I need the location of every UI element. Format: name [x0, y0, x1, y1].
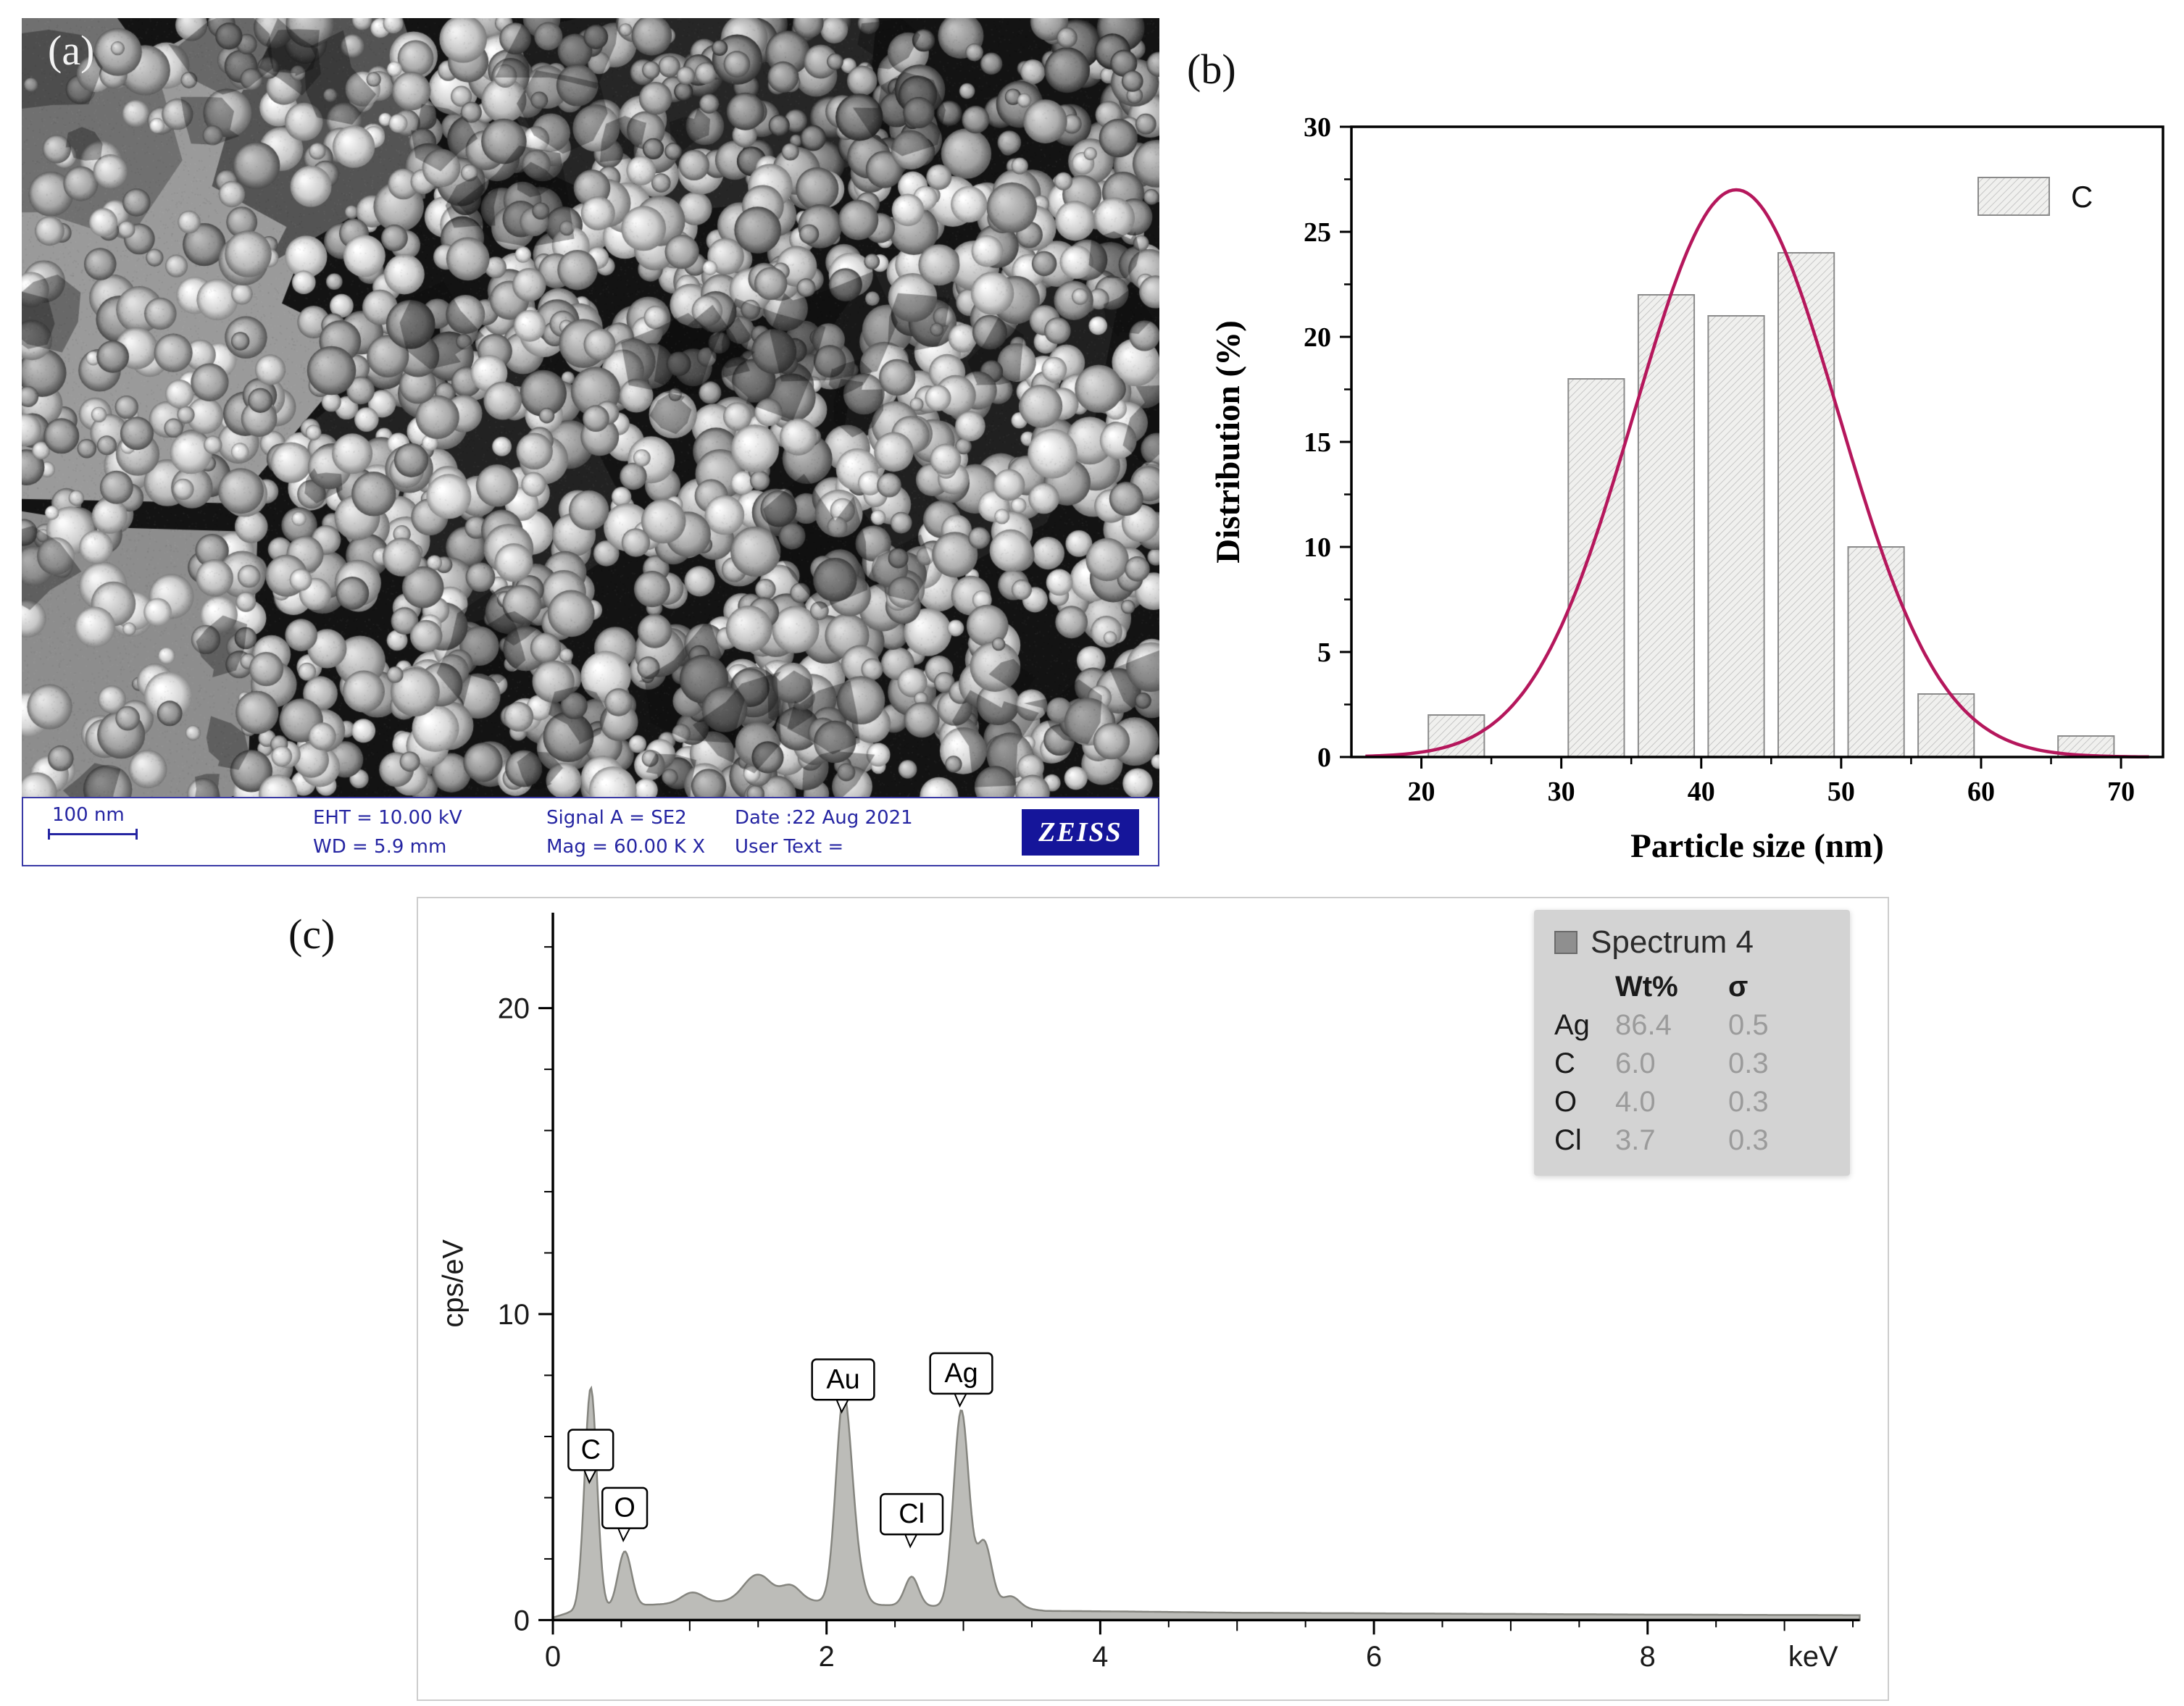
peak-label: Cl	[899, 1499, 925, 1529]
y-tick-label: 25	[1304, 217, 1331, 248]
x-axis-title: Particle size (nm)	[1630, 827, 1884, 865]
legend-cell: 0.3	[1728, 1086, 1769, 1118]
histogram-bar	[1777, 252, 1835, 758]
legend-col-wt: Wt%	[1615, 971, 1678, 1003]
scale-bar-label: 100 nm	[52, 804, 125, 826]
sem-signal: Signal A = SE2	[546, 807, 687, 829]
sem-date: Date :22 Aug 2021	[735, 807, 913, 829]
spectrum-swatch-icon	[1554, 931, 1577, 954]
peak-label-box	[929, 1352, 993, 1395]
legend-swatch	[1977, 177, 2050, 216]
peak-label-box	[811, 1358, 875, 1401]
sem-wd: WD = 5.9 mm	[313, 836, 447, 858]
y-axis-title: Distribution (%)	[1209, 320, 1247, 564]
sem-image	[22, 18, 1159, 797]
legend-cell: 6.0	[1615, 1048, 1656, 1079]
legend-cell: 0.3	[1728, 1048, 1769, 1079]
legend-label: C	[2071, 180, 2093, 214]
x-tick-label: 30	[1548, 777, 1575, 807]
spectrum-area	[551, 1385, 1861, 1621]
x-tick-label: 50	[1827, 777, 1855, 807]
x-axis-unit: keV	[1788, 1641, 1838, 1673]
y-tick-label: 15	[1304, 427, 1331, 458]
legend-cell: 3.7	[1615, 1124, 1656, 1156]
x-tick-label: 4	[1092, 1641, 1108, 1673]
sem-eht: EHT = 10.00 kV	[313, 807, 462, 829]
peak-label-box	[567, 1429, 614, 1471]
legend-cell: 4.0	[1615, 1086, 1656, 1118]
histogram-bar	[1847, 546, 1905, 758]
panel-b-label: (b)	[1187, 46, 1236, 93]
eds-panel: 0 2 4 6 8 keV 0 10 20 cps/eV C O Au Cl Ag Spectrum 4 W…	[417, 897, 1889, 1701]
y-tick-label: 20	[498, 993, 530, 1025]
y-tick-label: 5	[1317, 637, 1331, 668]
histogram-bar	[1917, 693, 1975, 758]
y-tick-label: 0	[514, 1605, 530, 1636]
y-tick-label: 0	[1317, 743, 1331, 773]
legend-cell: 86.4	[1615, 1009, 1672, 1041]
x-tick-label: 2	[819, 1641, 835, 1673]
histogram-svg: 20 30 40 50 60 70 0 5 10 15 20 25 30 Particle size (n…	[1209, 112, 2164, 865]
scale-bar	[48, 829, 138, 840]
histogram-panel: 20 30 40 50 60 70 0 5 10 15 20 25 30 Particle size (n…	[1181, 40, 2184, 884]
y-tick-label: 20	[1304, 322, 1331, 353]
sem-info-bar: 100 nm EHT = 10.00 kV WD = 5.9 mm Signal…	[22, 797, 1159, 866]
x-tick-label: 40	[1688, 777, 1715, 807]
legend-cell: C	[1554, 1048, 1575, 1079]
legend-cell: Ag	[1554, 1009, 1590, 1041]
eds-legend: Spectrum 4 Wt% σ Ag 86.4 0.5 C 6.0 0.3 O…	[1534, 910, 1850, 1176]
panel-a-label: (a)	[48, 27, 95, 74]
spectrum-title: Spectrum 4	[1591, 924, 1754, 960]
x-tick-label: 70	[2107, 777, 2135, 807]
zeiss-logo: ZEISS	[1022, 809, 1139, 856]
x-tick-label: 60	[1967, 777, 1995, 807]
legend-cell: O	[1554, 1086, 1577, 1118]
x-tick-label: 0	[545, 1641, 561, 1673]
legend-cell: 0.5	[1728, 1009, 1769, 1041]
sem-user-text: User Text =	[735, 836, 844, 858]
panel-c-label: (c)	[288, 911, 335, 958]
eds-quant-table: Wt% σ Ag 86.4 0.5 C 6.0 0.3 O 4.0 0.3 Cl…	[1554, 971, 1830, 1157]
legend-cell: 0.3	[1728, 1124, 1769, 1156]
sem-mag: Mag = 60.00 K X	[546, 836, 706, 858]
eds-legend-title-row: Spectrum 4	[1554, 924, 1830, 961]
x-tick-label: 20	[1408, 777, 1435, 807]
x-tick-label: 8	[1640, 1641, 1656, 1673]
x-tick-label: 6	[1366, 1641, 1382, 1673]
y-tick-label: 10	[1304, 532, 1331, 563]
legend-cell: Cl	[1554, 1124, 1582, 1156]
peak-label-box	[880, 1493, 944, 1536]
peak-label: Ag	[944, 1358, 978, 1389]
y-tick-label: 10	[498, 1299, 530, 1331]
peak-label-box	[601, 1487, 649, 1529]
legend-col-sigma: σ	[1728, 971, 1749, 1003]
y-tick-label: 30	[1304, 112, 1331, 143]
histogram-bar	[1707, 315, 1765, 758]
gaussian-fit-curve	[1365, 188, 2149, 759]
peak-label: O	[614, 1493, 635, 1523]
y-axis-title: cps/eV	[437, 1239, 469, 1327]
peak-label: Au	[826, 1364, 859, 1395]
peak-label: C	[581, 1434, 601, 1465]
histogram-bar	[1567, 378, 1625, 758]
histogram-bar	[1637, 294, 1696, 758]
